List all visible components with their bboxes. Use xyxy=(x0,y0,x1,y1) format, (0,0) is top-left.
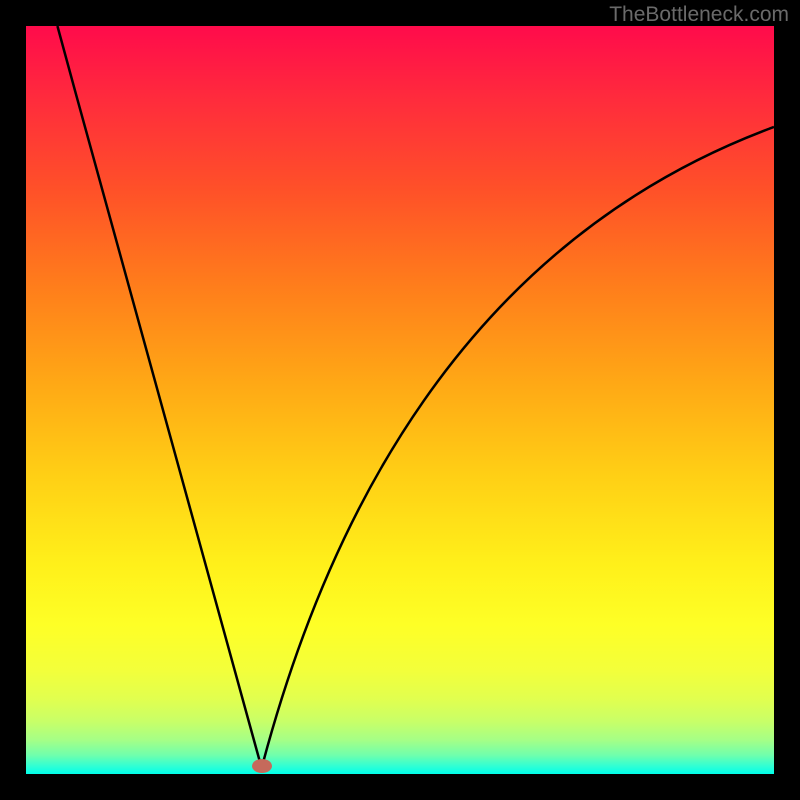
optimal-point-marker xyxy=(252,759,272,773)
curve-right-branch xyxy=(262,127,774,768)
curve-left-branch xyxy=(57,26,261,768)
plot-area xyxy=(26,26,774,774)
chart-container: TheBottleneck.com xyxy=(0,0,800,800)
bottleneck-curve-svg xyxy=(26,26,774,774)
watermark-label: TheBottleneck.com xyxy=(609,3,789,27)
